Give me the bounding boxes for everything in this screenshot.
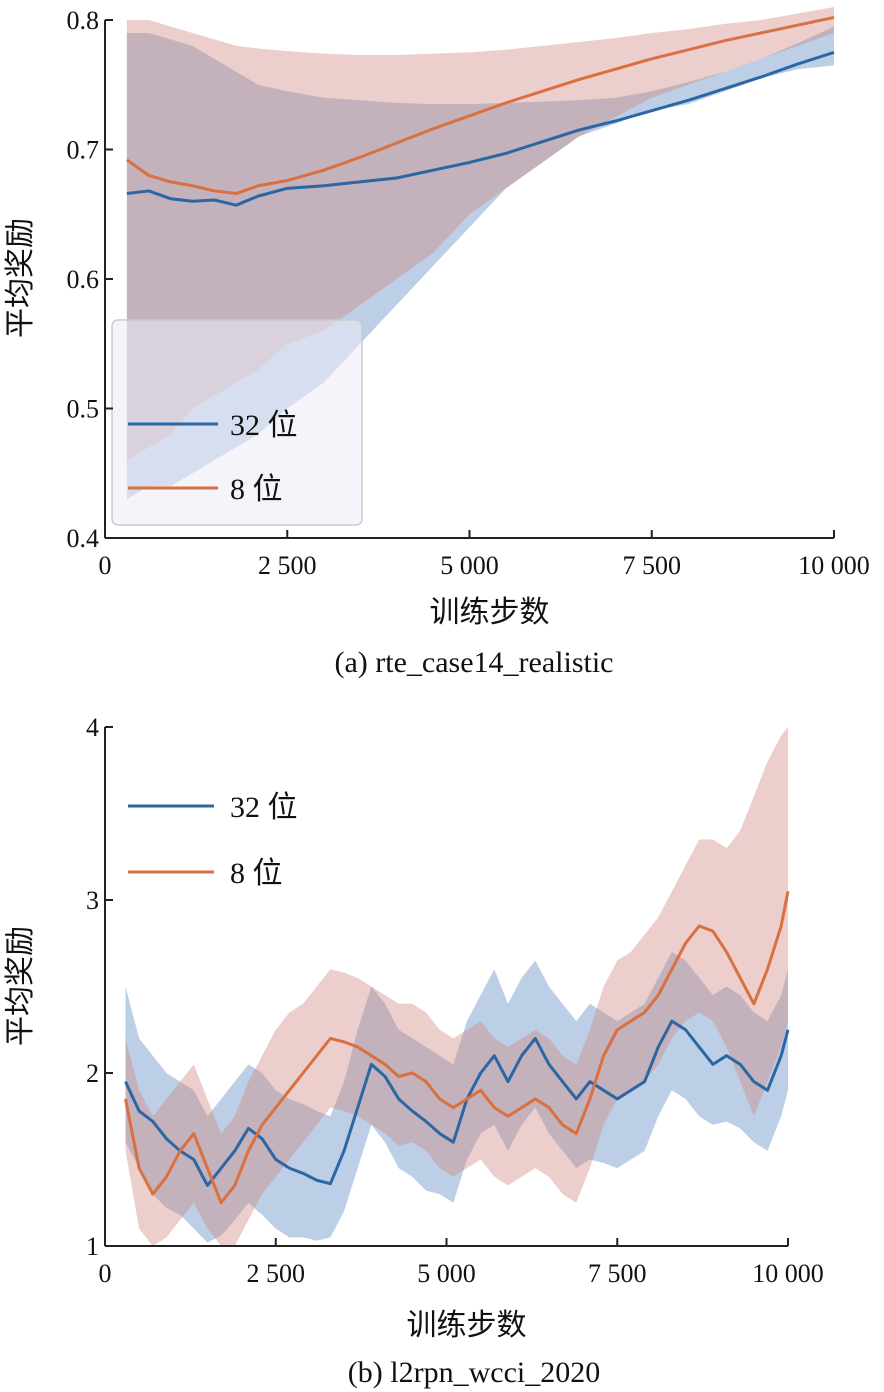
line-series-0 (124, 1019, 790, 1187)
line-series-1 (124, 891, 790, 1205)
y-tick-label: 3 (86, 886, 99, 915)
chart-legend: 32 位 8 位 (128, 791, 298, 890)
series-lines (124, 891, 790, 1205)
y-tick-label: 0.4 (67, 524, 100, 553)
y-tick-label: 0.5 (67, 395, 100, 424)
x-tick-label: 7 500 (623, 551, 682, 580)
legend-label-32bit: 32 位 (230, 791, 298, 824)
x-ticks: 0 2 500 5 000 7 500 10 000 (99, 1238, 824, 1288)
y-tick-label: 4 (86, 713, 99, 742)
legend-label-8bit: 8 位 (230, 857, 283, 890)
chart-caption: (b) l2rpn_wcci_2020 (348, 1356, 600, 1389)
y-tick-label: 0.8 (67, 6, 100, 35)
chart-caption: (a) rte_case14_realistic (334, 646, 613, 679)
x-tick-label: 0 (99, 551, 112, 580)
y-axis-label: 平均奖励 (3, 926, 38, 1046)
x-tick-label: 10 000 (752, 1259, 824, 1288)
x-tick-label: 0 (99, 1259, 112, 1288)
x-axis-label: 训练步数 (430, 595, 550, 630)
x-ticks: 0 2 500 5 000 7 500 10 000 (99, 530, 870, 580)
band-series-1 (126, 7, 835, 461)
y-tick-label: 0.6 (67, 265, 100, 294)
x-tick-label: 7 500 (588, 1259, 647, 1288)
y-tick-label: 2 (86, 1059, 99, 1088)
x-tick-label: 5 000 (417, 1259, 476, 1288)
y-tick-label: 0.7 (67, 136, 100, 165)
x-tick-label: 2 500 (247, 1259, 306, 1288)
series-lines (126, 15, 835, 207)
x-tick-label: 10 000 (798, 551, 870, 580)
y-ticks: 0.4 0.5 0.6 0.7 0.8 (67, 6, 113, 553)
legend-label-8bit: 8 位 (230, 473, 283, 506)
y-ticks: 1 2 3 4 (86, 713, 113, 1261)
x-axis-label: 训练步数 (407, 1308, 527, 1343)
legend-label-32bit: 32 位 (230, 409, 298, 442)
y-axis-label: 平均奖励 (3, 218, 38, 338)
y-tick-label: 1 (86, 1232, 99, 1261)
x-tick-label: 2 500 (258, 551, 317, 580)
legend-box (111, 319, 363, 526)
line-series-0 (126, 50, 835, 207)
chart-legend: 32 位 8 位 (111, 319, 363, 526)
x-tick-label: 5 000 (440, 551, 499, 580)
line-series-1 (126, 15, 835, 196)
chart-panel-b: 32 位 8 位 0 2 500 5 000 7 500 10 000 1 2 3 4 训练步… (3, 713, 824, 1389)
confidence-bands (125, 727, 789, 1246)
band-series-1 (125, 727, 789, 1246)
